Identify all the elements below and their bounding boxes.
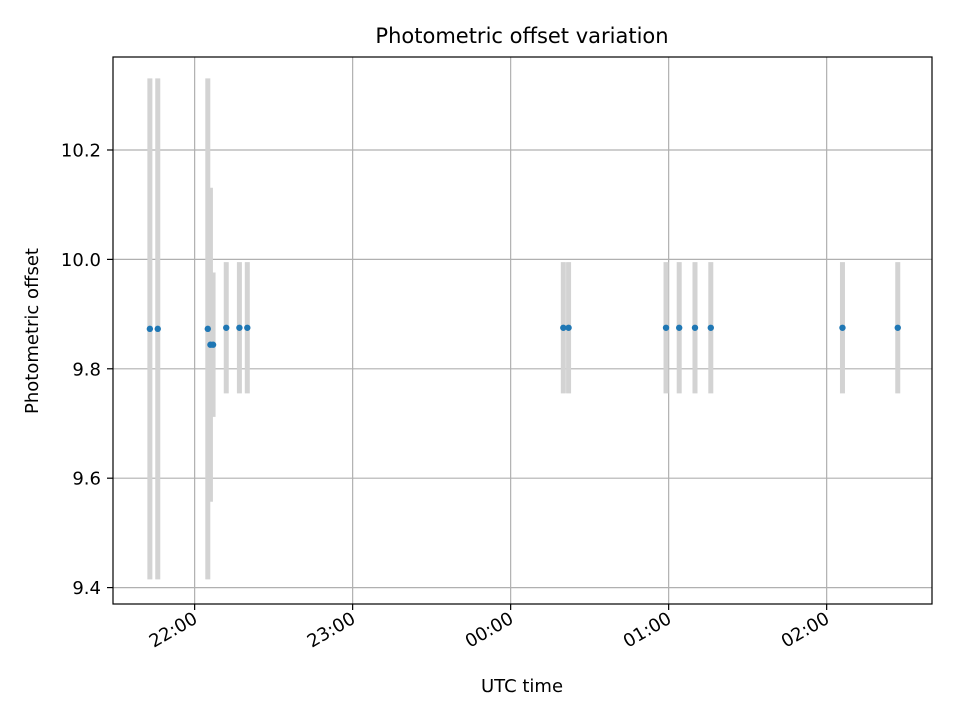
data-point <box>154 325 161 333</box>
data-point <box>707 324 714 331</box>
data-point <box>662 324 670 331</box>
y-axis-label: Photometric offset <box>22 248 43 414</box>
data-point <box>839 324 846 331</box>
data-point <box>146 325 154 333</box>
y-tick-label: 9.6 <box>72 469 101 490</box>
data-point <box>691 324 699 331</box>
data-point <box>565 324 572 331</box>
data-point <box>560 324 567 331</box>
y-tick-label: 10.2 <box>61 140 101 161</box>
data-point <box>236 324 243 331</box>
point-layer <box>146 324 901 348</box>
y-tick-label: 10.0 <box>61 250 101 271</box>
chart-title: Photometric offset variation <box>375 24 668 48</box>
data-point <box>204 325 212 333</box>
data-point <box>209 341 217 348</box>
data-point <box>675 324 683 331</box>
data-point <box>894 324 901 331</box>
data-point <box>244 324 251 331</box>
y-tick-label: 9.8 <box>72 359 101 380</box>
plot-frame <box>112 56 933 605</box>
x-axis-label: UTC time <box>481 676 563 697</box>
data-point <box>223 324 230 331</box>
y-tick-label: 9.4 <box>72 578 101 599</box>
